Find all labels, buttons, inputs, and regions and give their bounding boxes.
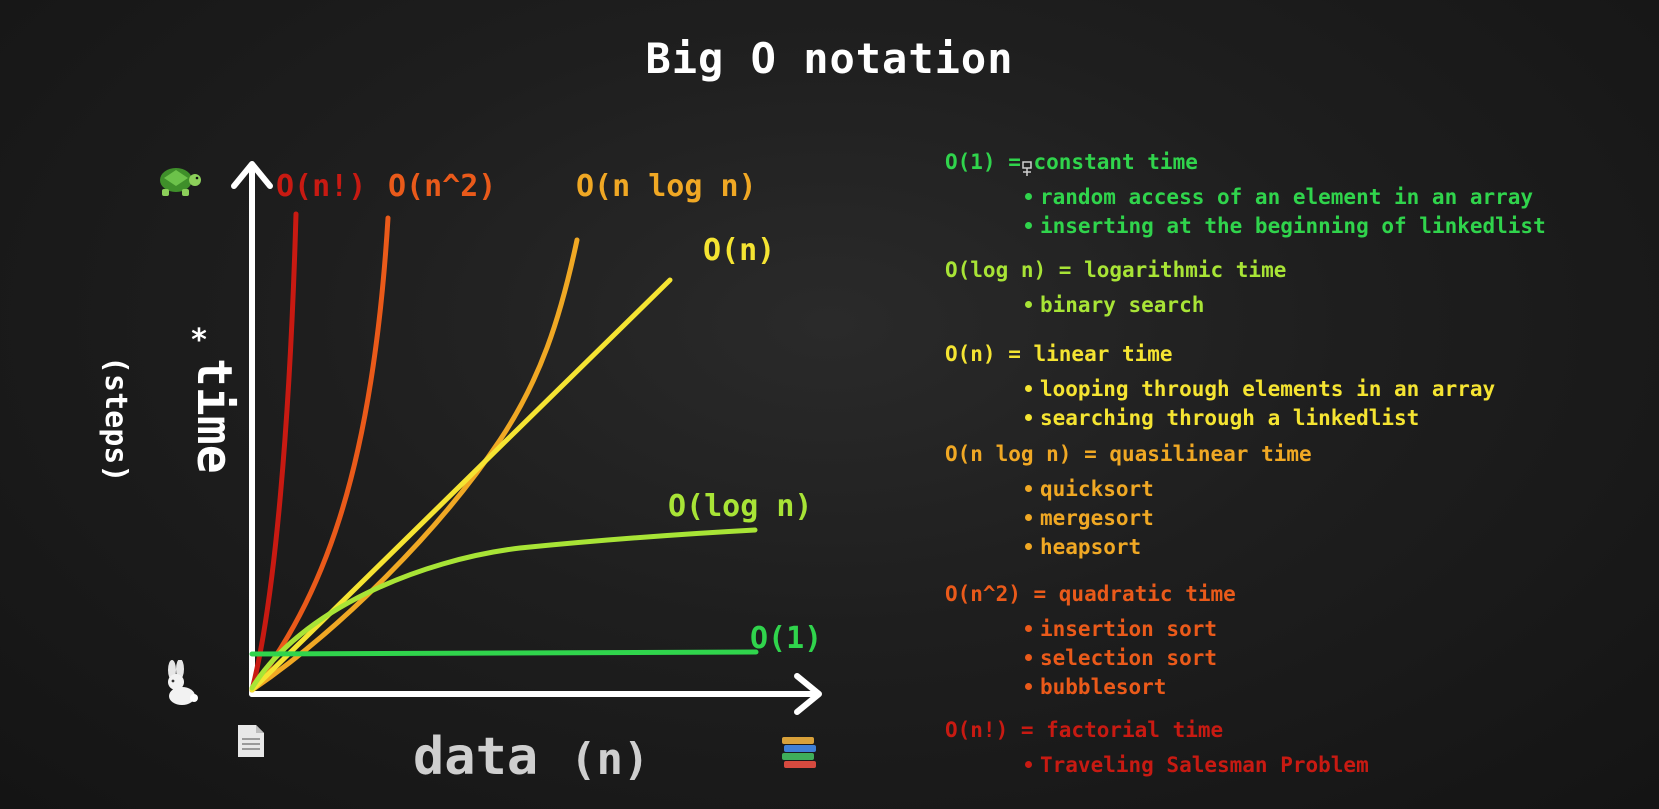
note-item: looping through elements in an array [1025, 377, 1495, 401]
series-label-log: O(log n) [668, 489, 813, 524]
note-item: searching through a linkedlist [1025, 406, 1419, 430]
curve-log [249, 527, 758, 691]
x-axis-arrow [794, 673, 822, 715]
note-item-text: quicksort [1040, 477, 1154, 501]
x-axis-unit: (n) [570, 734, 649, 785]
note-item: binary search [1025, 293, 1204, 317]
note-item: mergesort [1025, 506, 1154, 530]
curve-constant [249, 649, 759, 657]
bullet-dot [1025, 682, 1032, 690]
note-item: heapsort [1025, 535, 1141, 559]
note-item: insertion sort [1025, 617, 1217, 641]
curve-linear [249, 277, 673, 693]
curve-nlogn [249, 237, 580, 693]
note-item: bubblesort [1025, 675, 1166, 699]
note-item-text: mergesort [1040, 506, 1154, 530]
bullet-dot [1025, 484, 1032, 492]
bullet-dot [1025, 760, 1032, 768]
note-heading: O(log n) = logarithmic time [945, 258, 1287, 282]
note-heading: O(n) = linear time [945, 342, 1173, 366]
note-item-text: selection sort [1040, 646, 1218, 670]
y-axis-label-group: time [186, 358, 242, 474]
bullet-dot [1025, 653, 1032, 661]
note-item: selection sort [1025, 646, 1217, 670]
note-item-text: looping through elements in an array [1040, 377, 1496, 401]
note-item: quicksort [1025, 477, 1154, 501]
note-item-text: random access of an element in an array [1040, 185, 1534, 209]
series-label-linear: O(n) [703, 233, 775, 268]
y-axis-arrow [231, 161, 273, 189]
note-item-text: searching through a linkedlist [1040, 406, 1420, 430]
note-item-text: bubblesort [1040, 675, 1167, 699]
page-icon [236, 723, 266, 765]
bullet-dot [1025, 384, 1032, 392]
page-title: Big O notation [645, 34, 1014, 83]
y-axis-label: time [186, 358, 242, 474]
note-item: Traveling Salesman Problem [1025, 753, 1369, 777]
bullet-dot [1025, 624, 1032, 632]
curve-factorial [249, 211, 299, 693]
books-icon [780, 735, 818, 775]
series-label-constant: O(1) [750, 621, 822, 656]
bullet-dot [1025, 513, 1032, 521]
series-label-quadratic: O(n^2) [388, 169, 496, 204]
cursor-icon [1022, 160, 1038, 178]
series-curves [249, 211, 759, 693]
turtle-icon [154, 160, 202, 204]
note-item-text: inserting at the beginning of linkedlist [1040, 214, 1546, 238]
note-heading: O(1) = constant time [945, 150, 1198, 174]
axes [231, 161, 822, 715]
rabbit-icon [158, 659, 202, 712]
bullet-dot [1025, 221, 1032, 229]
note-item-text: heapsort [1040, 535, 1142, 559]
y-axis-unit: (steps) [98, 356, 133, 482]
note-heading: O(n log n) = quasilinear time [945, 442, 1312, 466]
bullet-dot [1025, 413, 1032, 421]
note-heading: O(n!) = factorial time [945, 718, 1224, 742]
note-heading: O(n^2) = quadratic time [945, 582, 1236, 606]
series-label-nlogn: O(n log n) [576, 169, 757, 204]
note-item-text: binary search [1040, 293, 1205, 317]
bullet-dot [1025, 542, 1032, 550]
y-axis-unit-group: (steps) [98, 356, 133, 482]
note-item-text: insertion sort [1040, 617, 1218, 641]
note-item: random access of an element in an array [1025, 185, 1533, 209]
note-item-text: Traveling Salesman Problem [1040, 753, 1369, 777]
bullet-dot [1025, 300, 1032, 308]
note-item: inserting at the beginning of linkedlist [1025, 214, 1546, 238]
series-label-factorial: O(n!) [276, 169, 366, 204]
bullet-dot [1025, 192, 1032, 200]
y-axis-asterisk: * [190, 323, 208, 358]
x-axis-label: data [413, 727, 538, 787]
